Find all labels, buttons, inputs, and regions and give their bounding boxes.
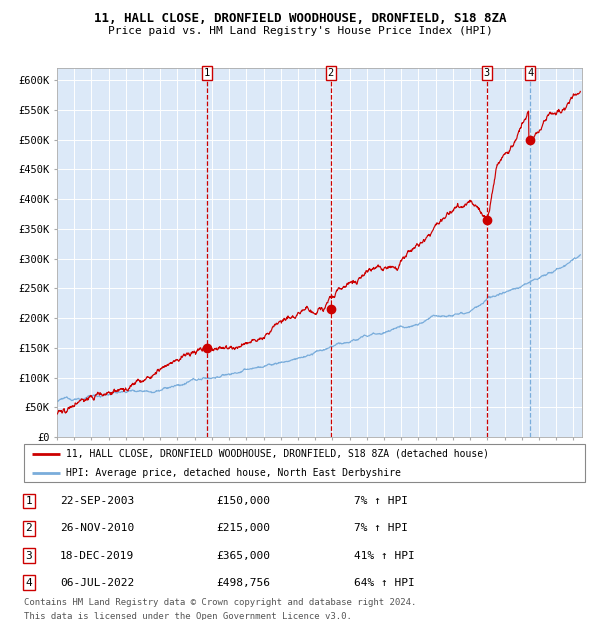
- Text: £498,756: £498,756: [216, 578, 270, 588]
- Text: 64% ↑ HPI: 64% ↑ HPI: [354, 578, 415, 588]
- Text: 18-DEC-2019: 18-DEC-2019: [60, 551, 134, 560]
- Text: 4: 4: [25, 578, 32, 588]
- Text: 4: 4: [527, 68, 533, 78]
- Text: 2: 2: [328, 68, 334, 78]
- Text: 41% ↑ HPI: 41% ↑ HPI: [354, 551, 415, 560]
- Text: 11, HALL CLOSE, DRONFIELD WOODHOUSE, DRONFIELD, S18 8ZA (detached house): 11, HALL CLOSE, DRONFIELD WOODHOUSE, DRO…: [66, 448, 489, 459]
- Text: £150,000: £150,000: [216, 496, 270, 506]
- Text: 06-JUL-2022: 06-JUL-2022: [60, 578, 134, 588]
- Text: 26-NOV-2010: 26-NOV-2010: [60, 523, 134, 533]
- Text: HPI: Average price, detached house, North East Derbyshire: HPI: Average price, detached house, Nort…: [66, 467, 401, 478]
- Text: 22-SEP-2003: 22-SEP-2003: [60, 496, 134, 506]
- Text: 7% ↑ HPI: 7% ↑ HPI: [354, 523, 408, 533]
- Text: 2: 2: [25, 523, 32, 533]
- Text: Contains HM Land Registry data © Crown copyright and database right 2024.: Contains HM Land Registry data © Crown c…: [24, 598, 416, 608]
- Text: 11, HALL CLOSE, DRONFIELD WOODHOUSE, DRONFIELD, S18 8ZA: 11, HALL CLOSE, DRONFIELD WOODHOUSE, DRO…: [94, 12, 506, 25]
- Text: 3: 3: [484, 68, 490, 78]
- Text: 3: 3: [25, 551, 32, 560]
- Text: 1: 1: [204, 68, 211, 78]
- Text: Price paid vs. HM Land Registry's House Price Index (HPI): Price paid vs. HM Land Registry's House …: [107, 26, 493, 36]
- Text: £365,000: £365,000: [216, 551, 270, 560]
- FancyBboxPatch shape: [24, 444, 585, 482]
- Text: 1: 1: [25, 496, 32, 506]
- Text: This data is licensed under the Open Government Licence v3.0.: This data is licensed under the Open Gov…: [24, 612, 352, 620]
- Text: £215,000: £215,000: [216, 523, 270, 533]
- Text: 7% ↑ HPI: 7% ↑ HPI: [354, 496, 408, 506]
